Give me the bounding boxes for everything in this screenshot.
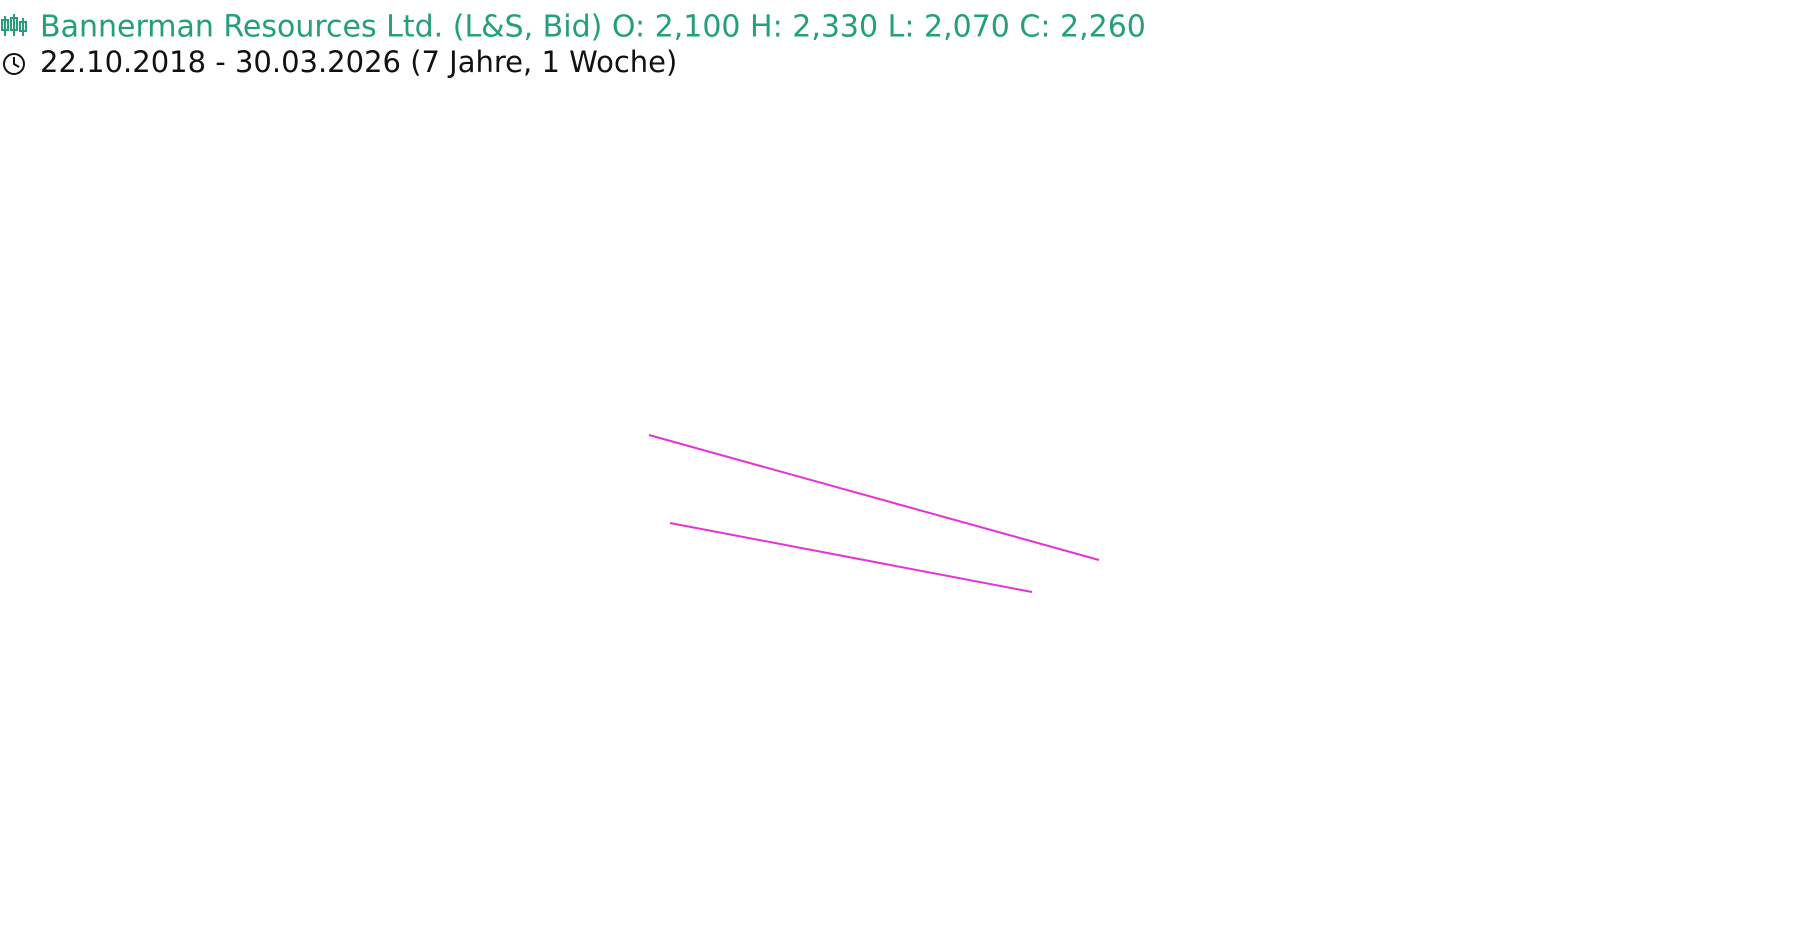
chart-subtitle: 22.10.2018 - 30.03.2026 (7 Jahre, 1 Woch… (40, 45, 677, 79)
trend-channel (648, 434, 1100, 593)
header: Bannerman Resources Ltd. (L&S, Bid) O: 2… (1, 10, 1146, 79)
channel-lower (669, 522, 1033, 593)
clock-icon (3, 53, 25, 75)
channel-upper (648, 434, 1100, 561)
chart-title: Bannerman Resources Ltd. (L&S, Bid) O: 2… (40, 10, 1146, 45)
chart-icon (1, 14, 27, 36)
